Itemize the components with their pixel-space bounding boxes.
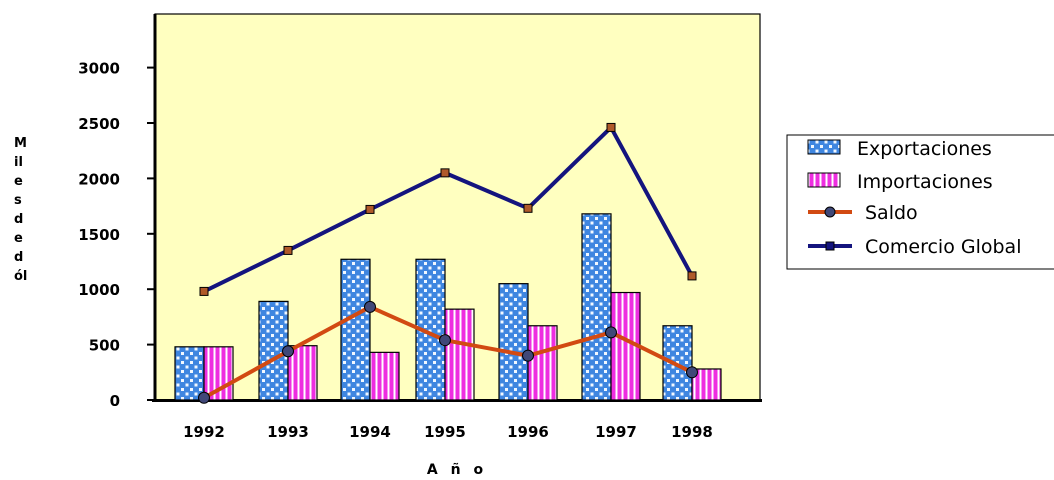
legend-label: Importaciones <box>857 171 993 193</box>
y-tick-label: 1500 <box>78 226 120 244</box>
legend-marker-comercio-global <box>825 241 835 251</box>
point-saldo <box>605 326 617 339</box>
legend: Exportaciones Importaciones Saldo Comercio … <box>786 134 1054 270</box>
legend-label: Comercio Global <box>865 236 1021 258</box>
y-tick-label: 2500 <box>78 115 120 133</box>
point-comercio-global <box>365 204 375 214</box>
bar-exportaciones <box>662 325 693 401</box>
y-tick-label: 500 <box>89 337 120 355</box>
point-saldo <box>364 300 376 313</box>
point-comercio-global <box>440 168 450 178</box>
point-saldo <box>198 391 210 404</box>
bar-exportaciones <box>340 258 371 401</box>
y-axis-title-line: ól <box>14 269 27 284</box>
y-tick-label: 3000 <box>78 60 120 78</box>
y-axis-ticks: 0 500 1000 1500 2000 2500 3000 <box>78 60 155 410</box>
point-saldo <box>686 366 698 379</box>
point-saldo <box>282 345 294 358</box>
y-axis-title-line: d <box>14 250 23 265</box>
point-saldo <box>439 334 451 347</box>
y-axis-title-line: il <box>14 155 23 170</box>
y-axis-title-line: d <box>14 212 23 227</box>
x-tick-label: 1998 <box>671 423 713 441</box>
y-axis-title-line: s <box>14 193 22 208</box>
bar-exportaciones <box>174 346 205 401</box>
x-tick-label: 1997 <box>595 423 637 441</box>
legend-swatch-exportaciones <box>807 139 841 155</box>
x-tick-label: 1992 <box>183 423 225 441</box>
y-axis-title-line: e <box>14 231 23 246</box>
point-comercio-global <box>687 271 697 281</box>
point-comercio-global <box>199 286 209 296</box>
legend-swatch-importaciones <box>807 172 841 188</box>
x-tick-label: 1993 <box>267 423 309 441</box>
point-comercio-global <box>606 122 616 132</box>
x-tick-label: 1996 <box>507 423 549 441</box>
y-tick-label: 1000 <box>78 281 120 299</box>
y-tick-label: 2000 <box>78 170 120 188</box>
series-markers <box>198 122 698 404</box>
point-comercio-global <box>523 203 533 213</box>
legend-label: Exportaciones <box>857 138 992 160</box>
legend-label: Saldo <box>865 202 918 224</box>
y-axis-title-line: e <box>14 174 23 189</box>
bar-importaciones <box>527 325 558 401</box>
y-axis-title-line: M <box>14 136 27 151</box>
bar-exportaciones <box>581 213 612 401</box>
bar-importaciones <box>369 351 400 401</box>
x-tick-label: 1994 <box>349 423 391 441</box>
point-saldo <box>522 349 534 362</box>
bar-exportaciones <box>498 283 529 401</box>
legend-marker-saldo <box>824 206 836 218</box>
point-comercio-global <box>283 245 293 255</box>
y-tick-label: 0 <box>110 392 120 410</box>
x-axis-title: A ñ o <box>427 462 487 478</box>
bar-importaciones <box>444 308 475 401</box>
x-tick-label: 1995 <box>424 423 466 441</box>
x-axis-ticks: 1992 1993 1994 1995 1996 1997 1998 <box>183 423 713 441</box>
